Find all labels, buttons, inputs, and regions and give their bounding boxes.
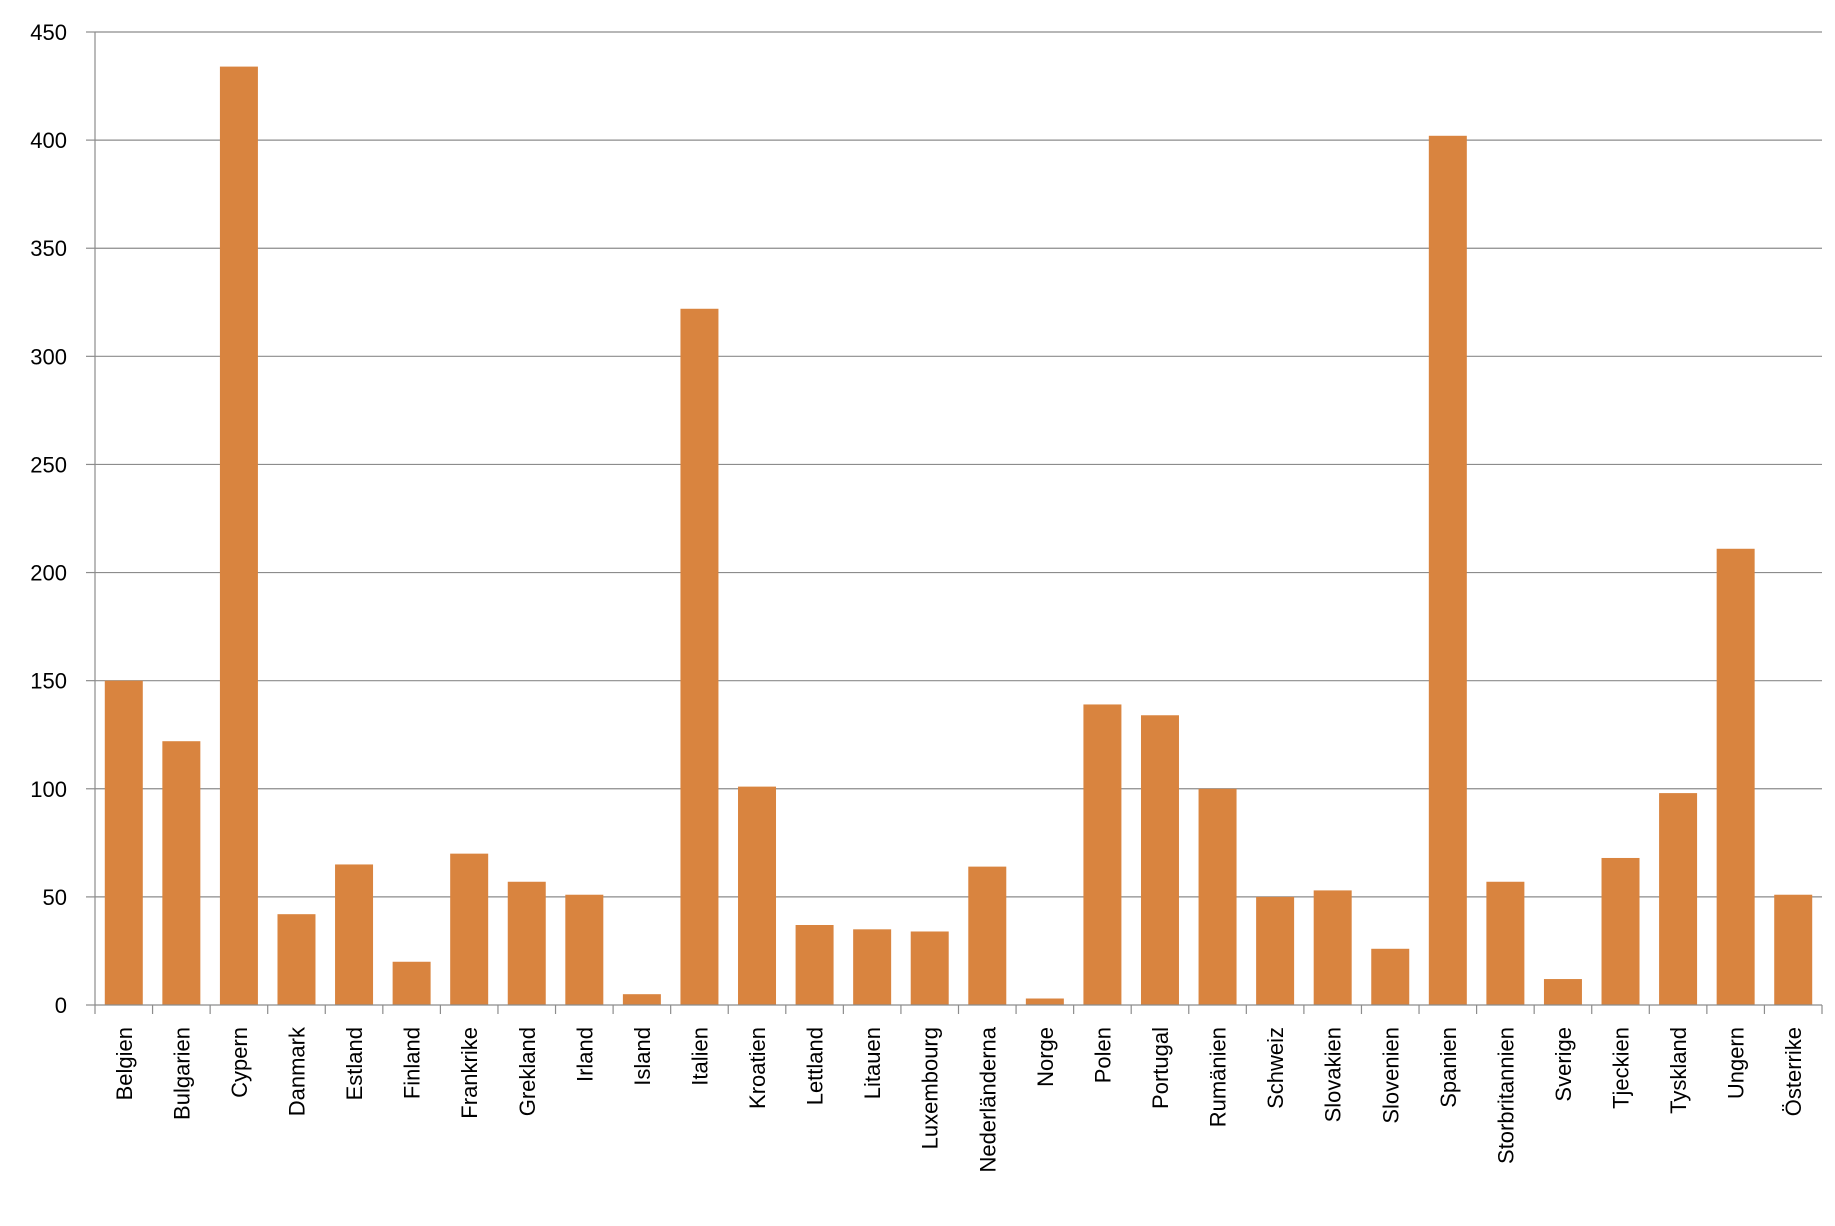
x-tick-label: Litauen [860,1027,885,1099]
x-tick-label: Polen [1090,1027,1115,1083]
bar [162,741,201,1005]
x-tick-label: Ungern [1724,1027,1749,1099]
bar [1774,894,1813,1005]
bar [277,914,316,1005]
y-tick-label: 150 [30,669,67,694]
x-tick-label: Schweiz [1263,1027,1288,1109]
x-tick-label: Rumänien [1206,1027,1231,1127]
bar [1601,857,1640,1005]
bar [1256,896,1295,1005]
x-tick-label: Storbritannien [1493,1027,1518,1164]
bar [968,866,1007,1005]
x-tick-label: Tyskland [1666,1027,1691,1114]
x-tick-label: Finland [400,1027,425,1099]
x-tick-label: Irland [572,1027,597,1082]
bar [1659,793,1698,1005]
bar [853,929,892,1005]
x-tick-label: Lettland [803,1027,828,1105]
bar [622,994,661,1005]
x-tick-label: Portugal [1148,1027,1173,1109]
x-tick-label: Norge [1033,1027,1058,1087]
x-tick-label: Slovakien [1321,1027,1346,1122]
bar [910,931,949,1005]
x-tick-label: Belgien [112,1027,137,1100]
bar [738,786,777,1005]
y-tick-label: 300 [30,344,67,369]
gridlines [95,31,1822,898]
bar [392,961,431,1005]
bars [104,66,1813,1006]
y-tick-label: 50 [43,885,67,910]
x-tick-label: Slovenien [1378,1027,1403,1124]
x-axis-labels: Belgien Bulgarien Cypern Danmark Estland Finl… [94,1005,1823,1173]
y-tick-label: 350 [30,236,67,261]
x-tick-label: Grekland [515,1027,540,1116]
bar [1716,548,1755,1005]
x-tick-label: Frankrike [457,1027,482,1119]
bar [565,894,604,1005]
bar [1313,890,1352,1005]
y-tick-label: 250 [30,452,67,477]
x-tick-label: Island [630,1027,655,1086]
bar [507,881,546,1005]
x-tick-label: Sverige [1551,1027,1576,1102]
bar [1025,998,1064,1005]
bar [680,308,719,1006]
y-tick-label: 0 [55,993,67,1018]
x-tick-label: Estland [342,1027,367,1100]
bar [219,66,258,1005]
bar [795,924,834,1005]
axes [86,31,1822,1006]
bar [1371,948,1410,1005]
x-tick-label: Nederländerna [975,1026,1000,1172]
bar [1083,704,1122,1005]
bar [1543,979,1582,1005]
x-tick-label: Tjeckien [1609,1027,1634,1109]
bar [1428,135,1467,1005]
x-tick-label: Luxembourg [918,1027,943,1149]
bar [335,864,374,1005]
x-tick-label: Spanien [1436,1027,1461,1108]
bar [104,680,143,1005]
bar [1198,788,1237,1005]
x-tick-label: Österrike [1781,1027,1806,1116]
y-tick-label: 100 [30,777,67,802]
x-tick-label: Italien [687,1027,712,1086]
bar [1486,881,1525,1005]
bar [450,853,489,1005]
y-tick-label: 200 [30,561,67,586]
x-tick-label: Cypern [227,1027,252,1098]
x-tick-label: Danmark [284,1026,309,1116]
y-axis-ticks: 0 50 100 150 200 250 300 350 400 450 [30,20,67,1018]
x-tick-label: Bulgarien [169,1027,194,1120]
x-tick-label: Kroatien [745,1027,770,1109]
y-tick-label: 400 [30,128,67,153]
bar [1140,715,1179,1005]
y-tick-label: 450 [30,20,67,45]
